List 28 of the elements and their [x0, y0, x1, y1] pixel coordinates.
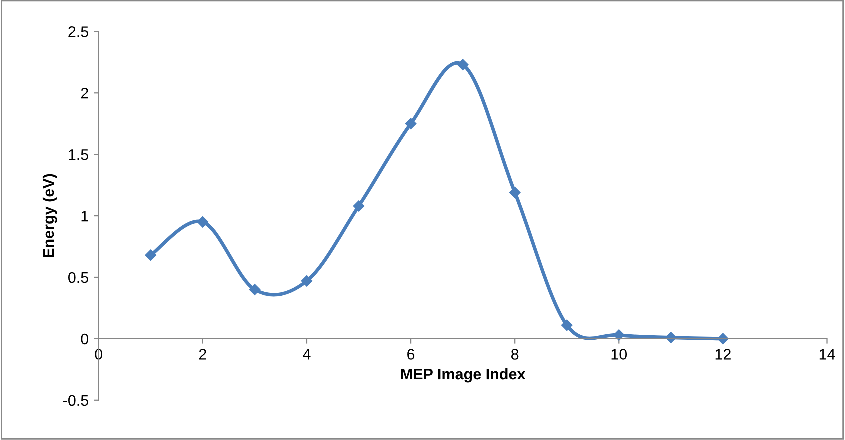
point — [457, 59, 469, 70]
point — [614, 330, 625, 341]
y-axis-title: Energy (eV) — [42, 174, 58, 258]
x-tick-label: 14 — [820, 349, 836, 360]
point — [145, 250, 156, 261]
x-tick-label: 6 — [408, 349, 415, 360]
x-tick-label: 10 — [612, 349, 628, 360]
point — [249, 284, 261, 296]
point — [509, 187, 521, 198]
y-tick-label: 2.5 — [68, 26, 89, 38]
point — [562, 320, 573, 332]
y-tick-label: 1 — [82, 211, 88, 222]
point — [405, 118, 417, 130]
x-tick-label: 4 — [303, 349, 311, 360]
x-tick-label: 0 — [95, 349, 103, 360]
x-axis-title: MEP Image Index — [401, 368, 526, 383]
point — [301, 276, 313, 287]
point — [718, 333, 729, 345]
point — [353, 200, 365, 212]
x-tick-label: 12 — [716, 349, 731, 360]
x-tick-label: 2 — [199, 349, 206, 360]
x-tick-label: 8 — [512, 349, 519, 360]
y-tick-label: 0.5 — [68, 272, 89, 284]
y-tick-label: 1.5 — [69, 150, 89, 160]
point — [197, 216, 209, 228]
y-tick-label: 0 — [81, 334, 89, 345]
y-tick-label: 2 — [81, 88, 88, 99]
y-tick-label: -0.5 — [64, 395, 89, 406]
